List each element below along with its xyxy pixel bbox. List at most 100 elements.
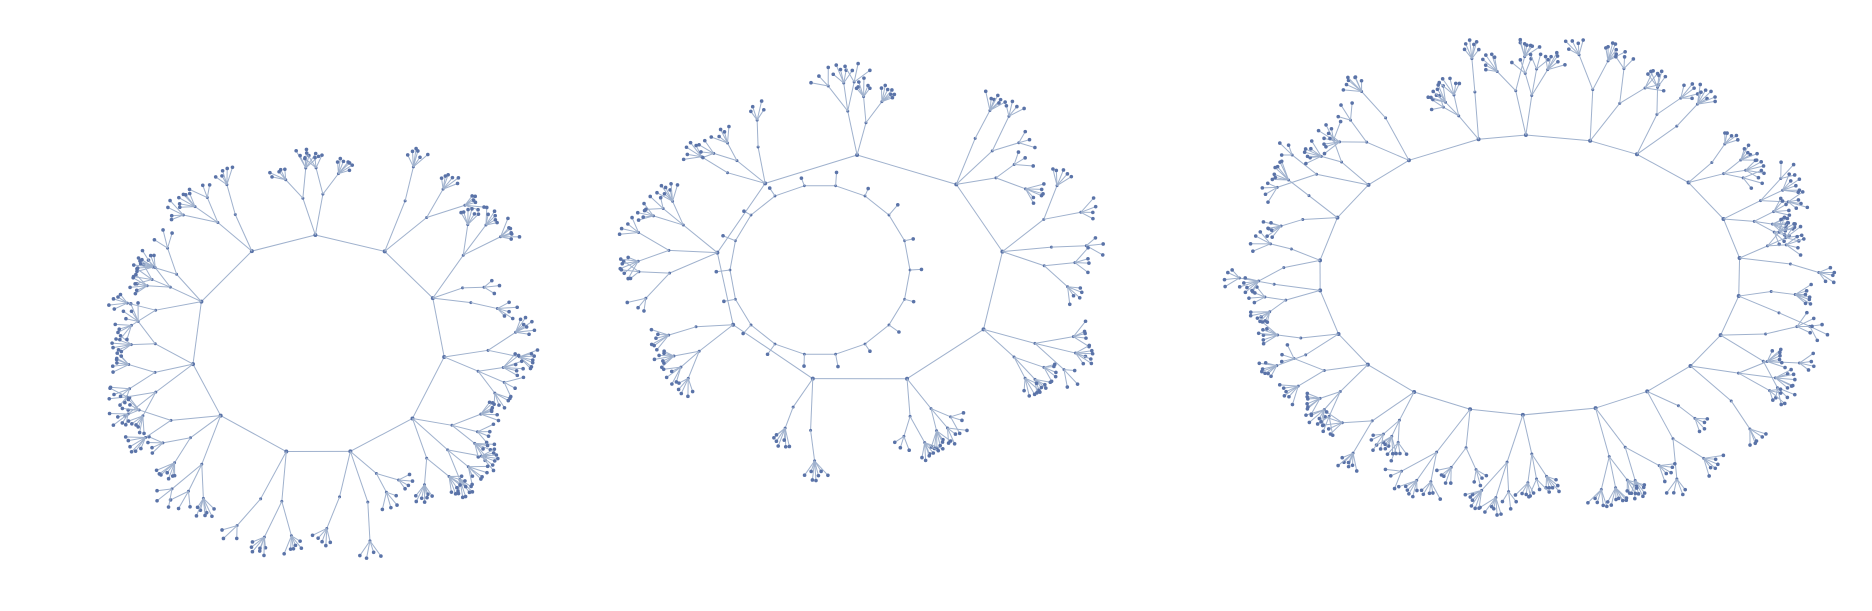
tree-node — [270, 175, 274, 179]
tree-edge — [359, 540, 371, 556]
tree-node — [1661, 88, 1666, 93]
tree-edge — [1773, 209, 1789, 213]
tree-edge — [126, 325, 132, 340]
tree-edge — [1224, 277, 1240, 287]
tree-node — [1484, 473, 1489, 478]
tree-node — [714, 269, 719, 274]
tree-node — [996, 93, 1000, 98]
tree-edge — [1527, 482, 1535, 494]
tree-node — [455, 485, 459, 490]
tree-edge — [398, 474, 410, 481]
tree-edge — [1453, 83, 1460, 96]
tree-edge — [1818, 267, 1831, 273]
tree-node — [1437, 80, 1442, 85]
tree-node — [1462, 47, 1467, 52]
tree-node — [659, 365, 664, 370]
tree-edge — [1385, 468, 1402, 472]
tree-node — [1039, 193, 1044, 198]
tree-node — [883, 83, 888, 88]
tree-node — [152, 237, 157, 242]
tree-node — [1792, 392, 1797, 397]
tree-node — [1520, 491, 1524, 496]
inner-cycle-edge — [864, 195, 890, 216]
tree-node — [1770, 349, 1775, 353]
tree-edge — [174, 437, 191, 464]
tree-node — [140, 248, 145, 253]
tree-node — [165, 470, 170, 475]
tree-node — [1396, 484, 1401, 489]
tree-node — [1782, 215, 1787, 220]
tree-node — [134, 423, 138, 427]
tree-node — [364, 556, 369, 560]
tree-edge — [1775, 377, 1795, 381]
tree-edge — [185, 194, 196, 207]
tree-node — [1690, 82, 1695, 86]
tree-node — [1086, 245, 1090, 250]
tree-node — [1326, 131, 1331, 136]
tree-edge — [137, 321, 156, 345]
tree-node — [1810, 324, 1814, 329]
tree-node — [472, 212, 477, 216]
tree-edge — [1297, 370, 1325, 387]
tree-node — [1237, 285, 1242, 289]
tree-edge — [1740, 145, 1749, 161]
tree-edge — [1248, 296, 1265, 299]
tree-edge — [1013, 151, 1019, 165]
cycle-edge — [1690, 334, 1721, 367]
tree-node — [1427, 491, 1432, 496]
tree-node — [490, 278, 494, 283]
tree-node — [1284, 389, 1288, 394]
tree-node — [1448, 481, 1453, 485]
tree-edge — [203, 497, 215, 510]
tree-edge — [1277, 173, 1317, 188]
tree-node — [931, 451, 936, 455]
tree-edge — [1471, 41, 1478, 59]
tree-edge — [1043, 366, 1056, 378]
tree-node — [1784, 202, 1788, 207]
tree-edge — [1063, 369, 1068, 388]
tree-edge — [119, 324, 132, 330]
tree-edge — [651, 334, 669, 345]
tree-edge — [176, 273, 202, 302]
tree-node — [494, 453, 499, 457]
tree-node — [889, 92, 893, 97]
tree-edge — [1412, 480, 1418, 497]
inner-cycle-edge — [750, 324, 776, 345]
tree-edge — [1262, 321, 1278, 336]
tree-edge — [448, 476, 461, 486]
tree-edge — [704, 140, 715, 154]
tree-node — [1794, 183, 1798, 188]
tree-node — [661, 359, 665, 363]
tree-edge — [1782, 185, 1797, 191]
tree-node — [1547, 486, 1552, 490]
tree-node — [1317, 416, 1322, 421]
inner-cycle-edge — [835, 343, 866, 355]
tree-edge — [1531, 453, 1547, 477]
tree-node — [1474, 40, 1479, 44]
tree-node — [225, 166, 230, 171]
tree-edge — [1578, 54, 1594, 90]
tree-edge — [131, 343, 156, 346]
tree-node — [1489, 504, 1494, 509]
tree-node — [1797, 177, 1802, 182]
tree-edge — [924, 442, 939, 452]
tree-edge — [236, 498, 262, 526]
tree-node — [530, 360, 535, 365]
tree-edge — [804, 460, 816, 476]
tree-edge — [215, 176, 228, 186]
tree-node — [488, 429, 492, 434]
tree-node — [1039, 385, 1044, 390]
tree-node — [1778, 391, 1783, 395]
tree-edge — [187, 491, 191, 507]
tree-node — [114, 356, 119, 361]
tree-edge — [1436, 466, 1452, 471]
tree-edge — [1239, 280, 1259, 288]
tree-edge — [811, 460, 816, 481]
tree-edge — [1515, 90, 1527, 136]
tree-node — [492, 459, 497, 463]
tree-node — [456, 176, 461, 180]
tree-node — [670, 382, 674, 386]
tree-edge — [1587, 489, 1602, 504]
tree-edge — [113, 388, 130, 395]
tree-edge — [668, 326, 697, 336]
